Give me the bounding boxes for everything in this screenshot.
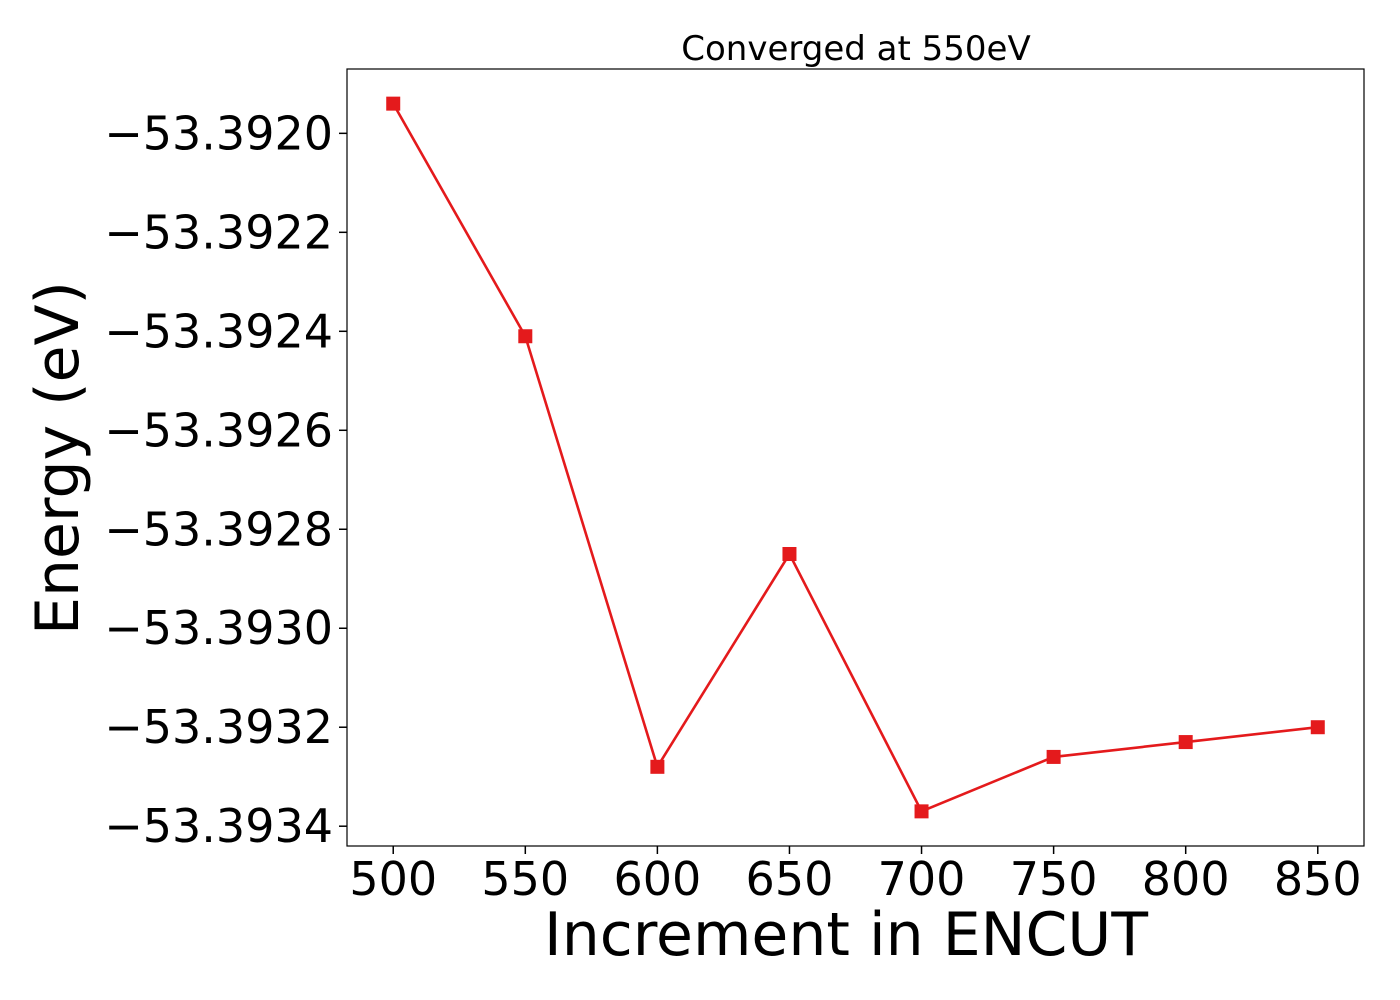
- y-tick-label: −53.3922: [104, 205, 333, 259]
- y-tick-label: −53.3924: [104, 304, 333, 358]
- data-point-marker: [1046, 749, 1061, 764]
- plot-area: [346, 68, 1365, 847]
- data-point-marker: [1178, 735, 1193, 750]
- data-point-marker: [650, 759, 665, 774]
- chart-title: Converged at 550eV: [681, 29, 1030, 69]
- data-point-marker: [782, 547, 797, 562]
- x-tick-label: 600: [613, 852, 701, 906]
- series-line: [386, 96, 1325, 819]
- x-tick-label: 700: [878, 852, 966, 906]
- x-tick-label: 500: [349, 852, 437, 906]
- y-tick-label: −53.3926: [104, 403, 333, 457]
- data-point-marker: [386, 96, 401, 111]
- series-polyline: [392, 102, 1318, 814]
- y-tick-label: −53.3930: [104, 601, 333, 655]
- data-point-marker: [1310, 720, 1325, 735]
- x-tick-label: 800: [1142, 852, 1230, 906]
- x-tick-label: 850: [1274, 852, 1362, 906]
- x-axis: 500 550 600 650 700 750 800 850: [349, 846, 1362, 906]
- y-axis-label: Energy (eV): [23, 281, 93, 635]
- y-tick-label: −53.3932: [104, 700, 333, 754]
- x-axis-label: Increment in ENCUT: [544, 900, 1148, 970]
- y-tick-label: −53.3934: [104, 799, 333, 853]
- data-point-marker: [914, 804, 929, 819]
- x-tick-label: 550: [481, 852, 569, 906]
- x-tick-label: 750: [1010, 852, 1098, 906]
- y-tick-label: −53.3928: [104, 502, 333, 556]
- data-point-marker: [518, 329, 533, 344]
- y-tick-label: −53.3920: [104, 106, 333, 160]
- x-tick-label: 650: [746, 852, 834, 906]
- y-axis: −53.3920 −53.3922 −53.3924 −53.3926 −53.3928…: [104, 106, 347, 853]
